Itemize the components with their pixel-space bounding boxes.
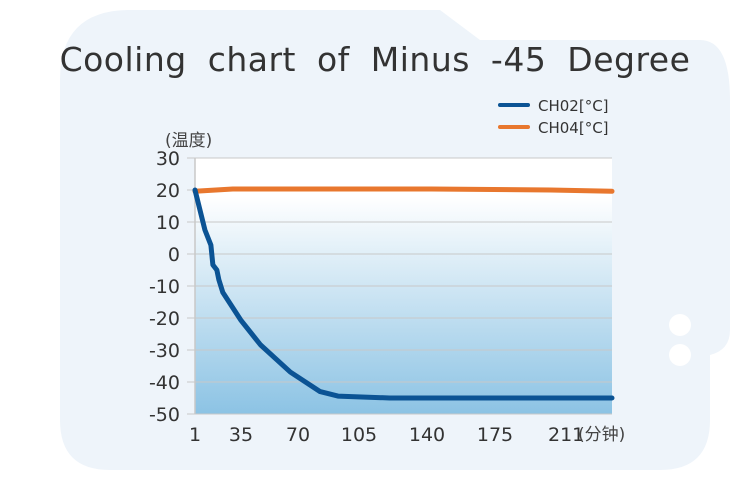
- series-line-ch02: [192, 187, 615, 401]
- legend-label: CH04[°C]: [538, 119, 609, 137]
- y-tick-label: -20: [149, 308, 180, 330]
- chart-title: Cooling chart of Minus -45 Degree: [59, 40, 691, 79]
- x-tick-label: 175: [477, 424, 513, 446]
- y-tick-label: -30: [149, 340, 180, 362]
- y-tick-label: 30: [156, 148, 180, 170]
- x-tick-label: 35: [229, 424, 253, 446]
- y-tick-label: 10: [156, 212, 180, 234]
- y-tick-label: -50: [149, 404, 180, 426]
- x-axis-label: (分钟): [578, 425, 625, 445]
- x-tick-label: 70: [286, 424, 310, 446]
- y-tick-label: 20: [156, 180, 180, 202]
- y-tick-label: -10: [149, 276, 180, 298]
- y-tick-label: 0: [168, 244, 180, 266]
- x-tick-label: 211: [548, 424, 584, 446]
- y-tick-label: -40: [149, 372, 180, 394]
- x-tick-label: 1: [189, 424, 201, 446]
- x-tick-label: 140: [409, 424, 445, 446]
- series-line-ch04: [192, 186, 615, 194]
- y-axis-label: (温度): [165, 131, 212, 151]
- x-tick-label: 105: [341, 424, 377, 446]
- legend-label: CH02[°C]: [538, 97, 609, 115]
